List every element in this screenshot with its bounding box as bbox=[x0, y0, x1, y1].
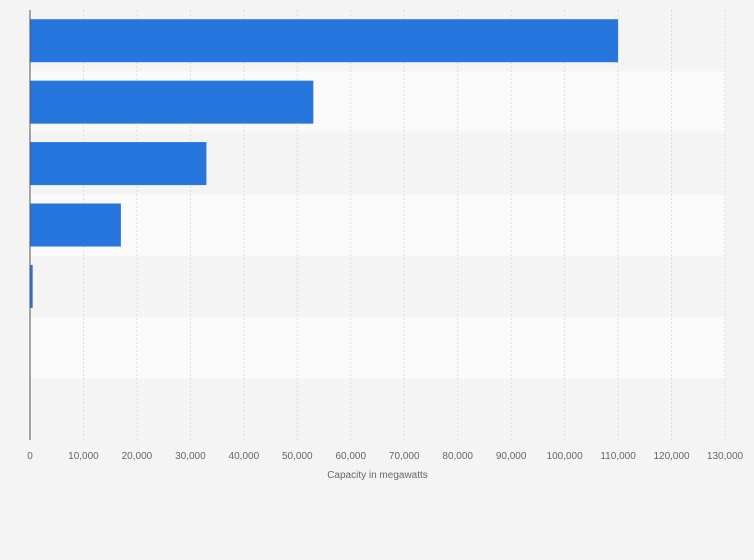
x-tick-label: 130,000 bbox=[707, 451, 744, 462]
x-axis-ticks: 0 10,000 20,000 30,000 40,000 50,000 60,000 70,… bbox=[27, 451, 743, 462]
bars bbox=[30, 19, 619, 308]
bar[interactable] bbox=[30, 203, 121, 247]
row-band bbox=[30, 194, 725, 256]
bar[interactable] bbox=[30, 142, 207, 186]
row-band bbox=[30, 317, 725, 379]
row-band bbox=[30, 378, 725, 440]
x-tick-label: 20,000 bbox=[122, 451, 153, 462]
x-tick-label: 120,000 bbox=[653, 451, 690, 462]
row-bands bbox=[30, 10, 725, 440]
bar[interactable] bbox=[30, 264, 33, 308]
x-tick-label: 80,000 bbox=[442, 451, 473, 462]
x-axis-title: Capacity in megawatts bbox=[327, 470, 428, 481]
bar[interactable] bbox=[30, 19, 619, 63]
x-tick-label: 110,000 bbox=[600, 451, 636, 462]
x-tick-label: 60,000 bbox=[335, 451, 366, 462]
x-tick-label: 50,000 bbox=[282, 451, 313, 462]
x-tick-label: 100,000 bbox=[547, 451, 584, 462]
bar[interactable] bbox=[30, 80, 314, 124]
x-tick-label: 30,000 bbox=[175, 451, 206, 462]
x-tick-label: 70,000 bbox=[389, 451, 420, 462]
x-tick-label: 10,000 bbox=[68, 451, 99, 462]
x-tick-label: 0 bbox=[27, 451, 33, 462]
row-band bbox=[30, 255, 725, 318]
x-tick-label: 90,000 bbox=[496, 451, 527, 462]
x-tick-label: 40,000 bbox=[229, 451, 260, 462]
